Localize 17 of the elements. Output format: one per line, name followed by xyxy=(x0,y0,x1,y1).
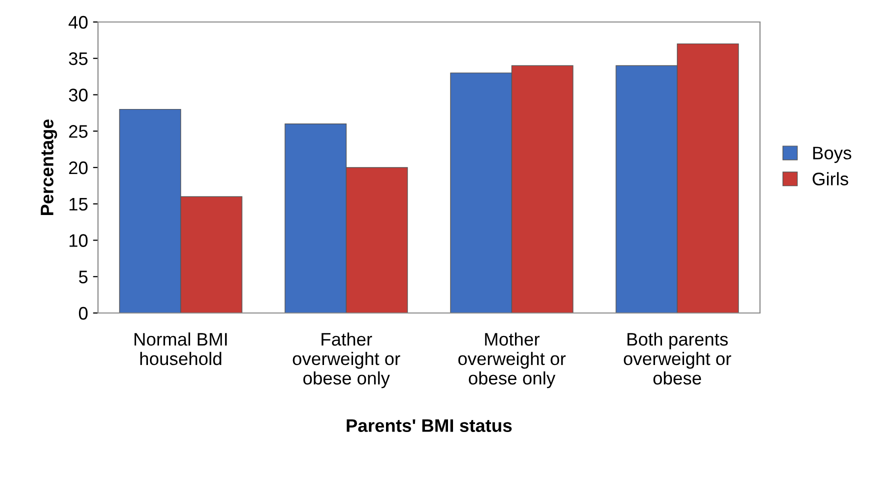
x-tick-label: Normal BMI household xyxy=(134,332,227,366)
x-axis-title: Parents' BMI status xyxy=(346,419,512,432)
x-tick-label: Father overweight or obese only xyxy=(292,332,400,388)
y-tick-label: 25 xyxy=(69,125,88,138)
x-tick-label: Mother overweight or obese only xyxy=(458,332,566,388)
y-tick-label: 35 xyxy=(68,52,88,66)
y-tick-label: 20 xyxy=(69,161,88,174)
legend-label: Girls xyxy=(812,172,848,186)
y-tick-label: 40 xyxy=(68,16,88,29)
y-tick-label: 30 xyxy=(68,88,88,102)
y-tick-label: 0 xyxy=(78,306,88,320)
legend-label: Boys xyxy=(813,146,852,163)
x-tick-label: Both parents overweight or obese xyxy=(624,332,732,385)
y-tick-label: 15 xyxy=(70,198,88,211)
y-tick-label: 10 xyxy=(70,234,88,247)
y-axis-title: Percentage xyxy=(40,119,58,215)
y-tick-label: 5 xyxy=(78,270,88,284)
